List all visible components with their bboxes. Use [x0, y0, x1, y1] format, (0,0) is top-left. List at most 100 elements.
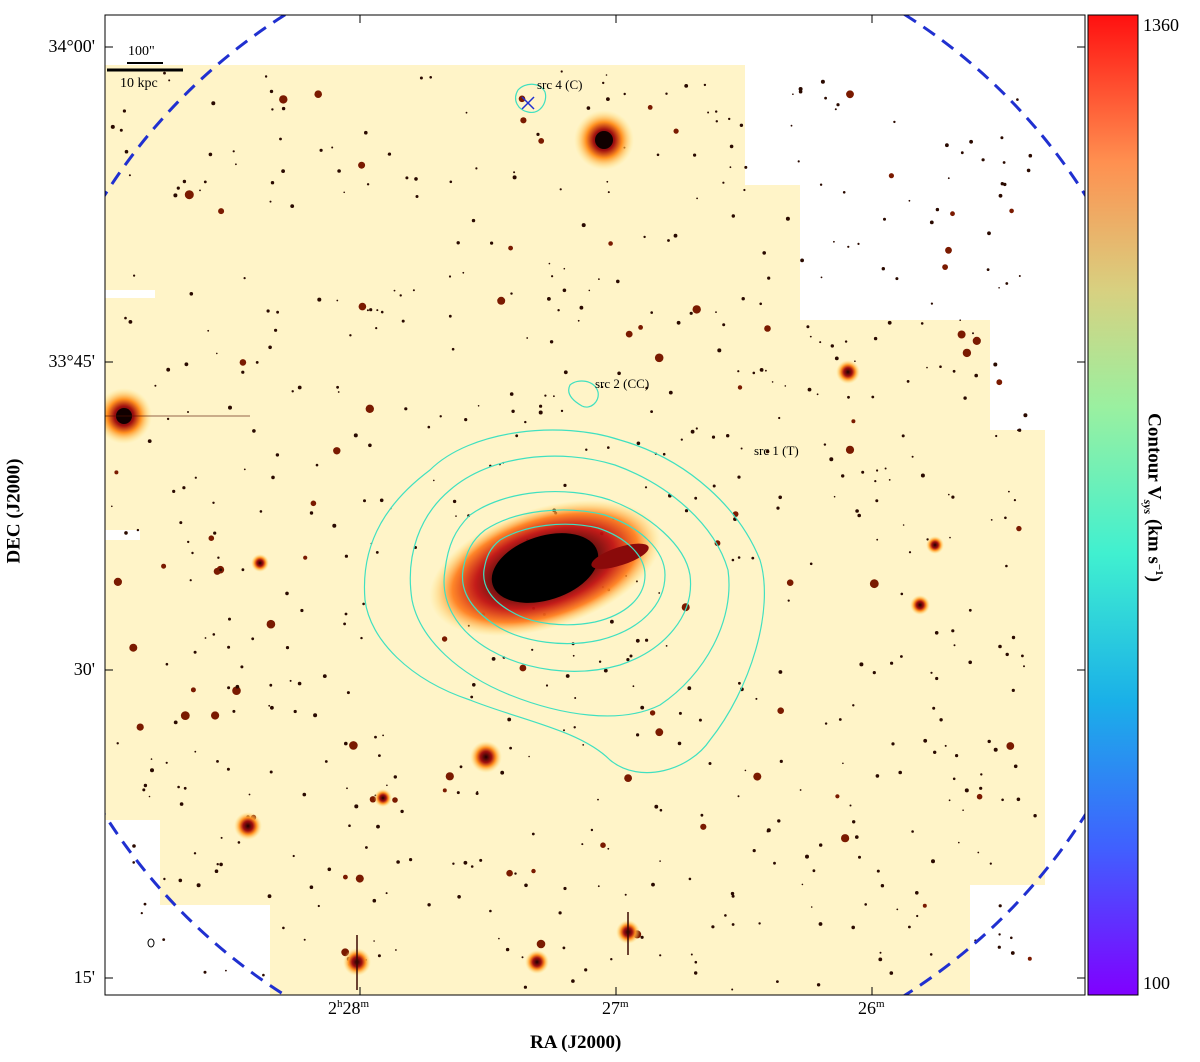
- field-star: [833, 495, 836, 498]
- ytick-label: 33°45': [48, 351, 95, 371]
- field-star: [248, 793, 251, 796]
- field-star: [343, 191, 346, 194]
- field-star: [373, 940, 375, 942]
- field-star: [586, 106, 591, 110]
- field-star: [926, 366, 928, 369]
- field-star: [649, 710, 656, 716]
- field-star: [610, 619, 614, 624]
- field-star: [376, 824, 380, 829]
- field-star: [737, 795, 740, 798]
- field-star: [354, 804, 359, 809]
- field-star: [654, 804, 659, 809]
- field-star: [142, 788, 146, 792]
- field-star: [603, 668, 608, 673]
- field-star: [163, 71, 166, 75]
- field-star: [859, 662, 864, 667]
- field-star: [344, 612, 348, 616]
- bright-stars: [105, 110, 944, 990]
- field-star: [349, 334, 352, 337]
- field-star: [449, 180, 453, 184]
- field-star: [1026, 168, 1031, 173]
- field-star: [1017, 428, 1022, 432]
- field-star: [878, 957, 883, 962]
- field-star: [911, 830, 914, 833]
- field-star: [598, 660, 602, 663]
- beam-ellipse: [147, 938, 155, 948]
- field-star: [375, 551, 379, 554]
- field-star: [124, 316, 127, 320]
- field-star: [1018, 275, 1021, 277]
- field-star: [331, 146, 334, 149]
- field-star: [565, 674, 570, 678]
- field-star: [337, 391, 340, 393]
- field-star: [563, 886, 567, 891]
- field-star: [337, 169, 341, 173]
- field-star: [544, 394, 547, 397]
- field-star: [692, 305, 701, 314]
- field-star: [364, 130, 368, 135]
- field-star: [762, 251, 766, 255]
- field-star: [644, 486, 648, 489]
- field-star: [1005, 652, 1009, 657]
- field-star: [939, 365, 942, 369]
- field-star: [703, 83, 707, 87]
- field-star: [986, 268, 990, 271]
- field-star: [995, 434, 998, 438]
- field-star: [300, 608, 304, 613]
- field-star: [374, 735, 377, 739]
- field-star: [538, 138, 545, 144]
- field-star: [452, 862, 455, 865]
- field-star: [208, 152, 213, 157]
- field-star: [916, 914, 919, 918]
- field-star: [861, 470, 865, 474]
- field-star: [743, 188, 746, 192]
- field-star: [165, 761, 168, 764]
- field-star: [824, 722, 828, 725]
- field-star: [948, 493, 950, 496]
- field-star: [455, 515, 457, 517]
- field-star: [680, 438, 683, 441]
- field-star: [178, 878, 183, 883]
- field-star: [180, 711, 190, 720]
- field-star: [636, 441, 641, 446]
- field-star: [698, 718, 702, 722]
- field-star: [948, 799, 951, 802]
- field-star: [715, 311, 717, 313]
- field-star: [668, 390, 673, 395]
- field-star: [182, 486, 186, 490]
- field-star: [667, 239, 670, 242]
- field-star: [851, 925, 855, 930]
- field-star: [786, 579, 794, 586]
- field-star: [893, 120, 896, 124]
- field-star: [269, 683, 273, 687]
- field-star: [129, 643, 138, 652]
- field-star: [600, 842, 606, 848]
- ytick-label: 30': [73, 659, 95, 679]
- field-star: [949, 536, 951, 539]
- field-star: [333, 447, 341, 455]
- field-star: [241, 370, 245, 374]
- field-star: [935, 207, 940, 212]
- field-star: [228, 617, 231, 621]
- field-star: [728, 117, 731, 121]
- field-star: [1002, 161, 1006, 164]
- field-star: [363, 499, 366, 503]
- field-star: [911, 455, 914, 458]
- field-star: [1011, 688, 1015, 693]
- field-star: [715, 120, 718, 123]
- ytick-label: 34°00': [48, 36, 95, 56]
- field-star: [574, 697, 577, 699]
- field-star: [524, 883, 528, 888]
- field-star: [841, 474, 845, 478]
- field-star: [132, 861, 135, 864]
- field-star: [219, 568, 223, 572]
- field-star: [939, 718, 943, 722]
- field-star: [551, 275, 554, 278]
- field-star: [643, 235, 646, 239]
- field-star: [753, 772, 762, 781]
- field-star: [962, 348, 972, 358]
- field-star: [150, 768, 154, 773]
- field-star: [290, 204, 295, 209]
- field-star: [684, 509, 689, 513]
- field-star: [929, 953, 933, 956]
